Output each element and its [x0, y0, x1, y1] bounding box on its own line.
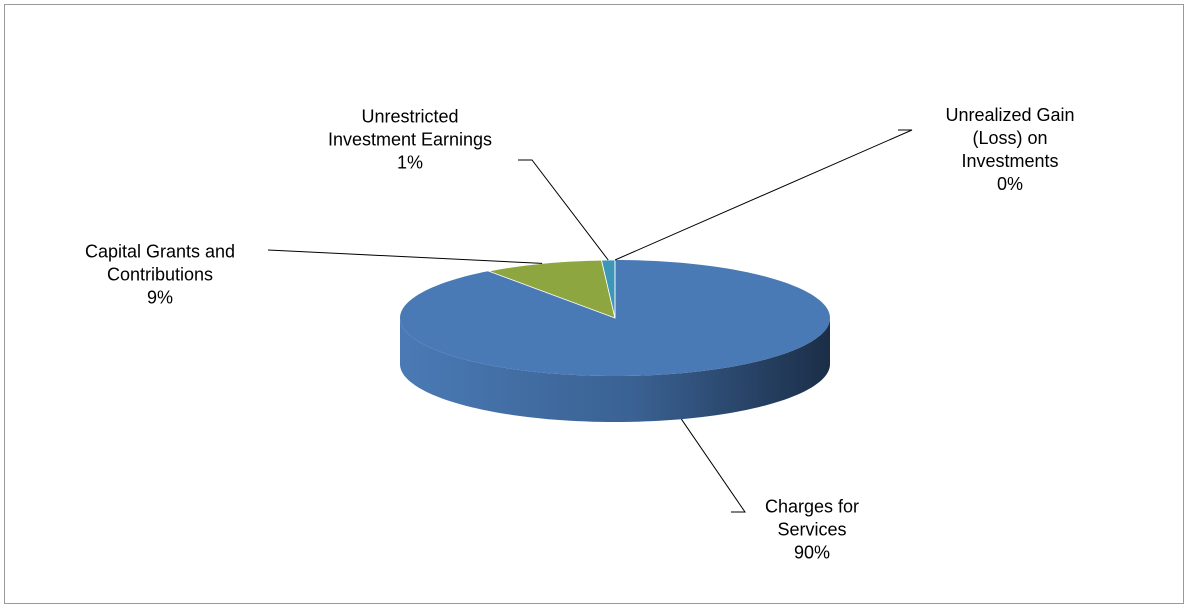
- label-name: Capital Grants and Contributions: [84, 241, 236, 285]
- label-value: 90%: [793, 542, 831, 563]
- label-value: 9%: [146, 287, 173, 308]
- data-label: Unrealized Gain (Loss) on Investments 0%: [940, 104, 1080, 196]
- data-label: Capital Grants and Contributions 9%: [60, 241, 260, 310]
- label-name: Charges for Services: [764, 496, 860, 540]
- label-value: 0%: [996, 174, 1023, 194]
- label-name: Unrealized Gain (Loss) on Investments: [945, 105, 1075, 171]
- data-label: Unrestricted Investment Earnings 1%: [325, 106, 495, 175]
- data-label: Charges for Services 90%: [752, 496, 872, 565]
- label-value: 1%: [396, 152, 423, 173]
- leader-line: [267, 249, 543, 264]
- leader-line: [680, 418, 746, 513]
- leader-line: [518, 159, 609, 261]
- label-name: Unrestricted Investment Earnings: [327, 106, 493, 150]
- slice-side: [400, 318, 830, 422]
- leader-line: [614, 129, 913, 261]
- chart-frame: [4, 4, 1184, 604]
